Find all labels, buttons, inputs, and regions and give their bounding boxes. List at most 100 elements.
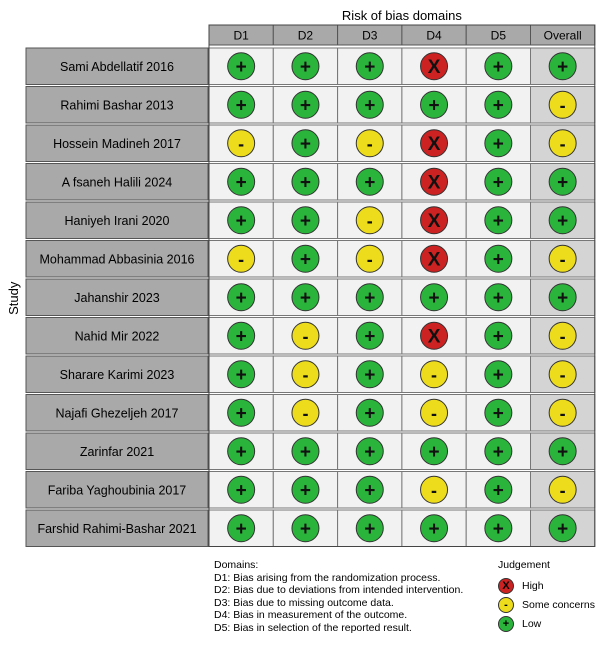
judgement-symbol: X xyxy=(428,134,441,155)
low-risk-icon xyxy=(484,167,513,196)
judgement-symbol: + xyxy=(557,57,568,78)
some-concerns-icon xyxy=(548,90,577,119)
judgement-symbol: + xyxy=(300,211,311,232)
study-label: Mohammad Abbasinia 2016 xyxy=(40,252,195,266)
judgement-symbol: + xyxy=(364,442,375,463)
some-concerns-icon xyxy=(548,398,577,427)
judgement-symbol: + xyxy=(300,249,311,270)
low-risk-icon xyxy=(291,514,320,543)
judgement-symbol: + xyxy=(364,403,375,424)
low-risk-icon xyxy=(227,475,256,504)
low-risk-icon xyxy=(484,283,513,312)
judgement-symbol: - xyxy=(238,134,244,154)
low-risk-icon xyxy=(548,437,577,466)
some-concerns-icon xyxy=(227,244,256,273)
low-risk-icon xyxy=(291,475,320,504)
low-risk-icon xyxy=(548,514,577,543)
judgement-symbol: + xyxy=(493,442,504,463)
low-risk-icon xyxy=(484,398,513,427)
judgement-symbol: + xyxy=(364,57,375,78)
study-label: Haniyeh Irani 2020 xyxy=(65,214,170,228)
low-risk-icon xyxy=(420,90,449,119)
study-label: A fsaneh Halili 2024 xyxy=(62,175,173,189)
low-risk-icon xyxy=(291,244,320,273)
low-risk-icon xyxy=(484,475,513,504)
low-risk-icon xyxy=(484,360,513,389)
some-concerns-icon xyxy=(548,360,577,389)
column-header-label: D2 xyxy=(298,29,314,43)
judgement-symbol: + xyxy=(493,365,504,386)
low-risk-icon xyxy=(291,90,320,119)
judgement-symbol: + xyxy=(493,403,504,424)
judgement-symbol: - xyxy=(431,480,437,500)
judgement-symbol: - xyxy=(560,365,566,385)
judgement-symbol: + xyxy=(300,134,311,155)
low-risk-icon xyxy=(227,90,256,119)
judgement-symbol: + xyxy=(493,288,504,309)
some-concerns-icon xyxy=(291,398,320,427)
judgement-symbol: + xyxy=(493,326,504,347)
low-risk-icon xyxy=(291,167,320,196)
low-risk-icon xyxy=(227,514,256,543)
low-risk-icon xyxy=(227,321,256,350)
judgement-symbol: + xyxy=(236,480,247,501)
low-risk-icon xyxy=(484,90,513,119)
some-concerns-icon xyxy=(420,475,449,504)
low-risk-icon xyxy=(355,360,384,389)
column-header-label: D3 xyxy=(362,29,378,43)
some-concerns-icon xyxy=(291,360,320,389)
low-risk-icon xyxy=(291,52,320,81)
judgement-symbol: + xyxy=(557,442,568,463)
judgement-symbol: + xyxy=(493,519,504,540)
judgement-symbol: + xyxy=(428,519,439,540)
low-risk-icon xyxy=(227,398,256,427)
some-concerns-icon xyxy=(420,398,449,427)
judgement-symbol: + xyxy=(236,95,247,116)
judgement-symbol: + xyxy=(364,288,375,309)
judgement-symbol: - xyxy=(560,326,566,346)
low-risk-icon xyxy=(420,514,449,543)
judgement-symbol: + xyxy=(428,442,439,463)
study-label: Jahanshir 2023 xyxy=(74,291,160,305)
judgement-symbol: + xyxy=(236,403,247,424)
low-risk-icon xyxy=(291,283,320,312)
judgement-symbol: + xyxy=(236,172,247,193)
low-risk-icon xyxy=(355,167,384,196)
some-concerns-icon xyxy=(355,244,384,273)
study-label-cell xyxy=(25,278,209,316)
judgement-symbol: + xyxy=(236,326,247,347)
low-risk-icon xyxy=(548,52,577,81)
low-risk-icon xyxy=(484,206,513,235)
low-risk-icon xyxy=(548,283,577,312)
judgement-symbol: - xyxy=(302,365,308,385)
judgement-symbol: + xyxy=(300,288,311,309)
some-concerns-icon xyxy=(355,206,384,235)
low-risk-icon xyxy=(484,437,513,466)
study-label: Hossein Madineh 2017 xyxy=(53,137,181,151)
study-label: Rahimi Bashar 2013 xyxy=(60,98,173,112)
low-risk-icon xyxy=(548,167,577,196)
low-risk-icon xyxy=(227,283,256,312)
low-risk-icon xyxy=(355,437,384,466)
study-label-cell xyxy=(25,317,209,355)
low-risk-icon xyxy=(484,321,513,350)
judgement-symbol: + xyxy=(493,211,504,232)
judgement-symbol: + xyxy=(428,288,439,309)
study-label: Sharare Karimi 2023 xyxy=(60,368,175,382)
study-label-cell xyxy=(25,240,209,278)
judgement-symbol: + xyxy=(236,57,247,78)
low-risk-icon xyxy=(291,206,320,235)
study-label-cell xyxy=(25,124,209,162)
low-risk-icon xyxy=(227,206,256,235)
judgement-symbol: + xyxy=(364,480,375,501)
some-concerns-icon xyxy=(548,244,577,273)
judgement-symbol: + xyxy=(493,57,504,78)
judgement-symbol: + xyxy=(493,172,504,193)
judgement-symbol: - xyxy=(560,249,566,269)
study-label-cell xyxy=(25,201,209,239)
column-header-label: Overall xyxy=(544,29,582,43)
judgement-symbol: + xyxy=(300,172,311,193)
judgement-symbol: + xyxy=(557,519,568,540)
judgement-symbol: - xyxy=(560,480,566,500)
low-risk-icon xyxy=(484,244,513,273)
